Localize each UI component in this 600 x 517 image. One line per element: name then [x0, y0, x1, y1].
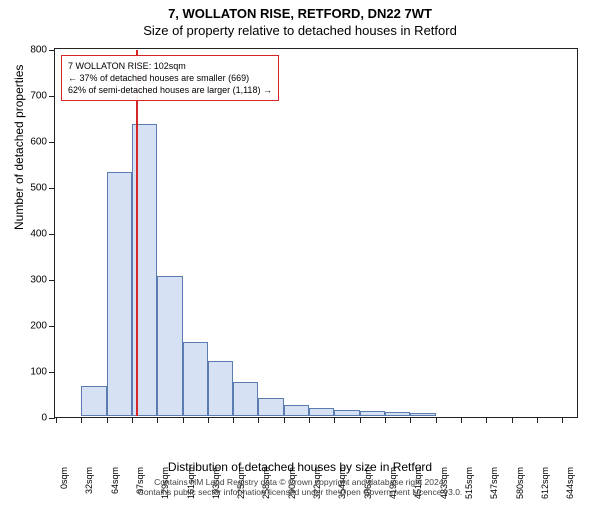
y-tick-label: 800 — [30, 45, 47, 56]
x-tick — [258, 417, 259, 423]
x-tick — [309, 417, 310, 423]
x-tick — [334, 417, 335, 423]
y-tick-label: 200 — [30, 321, 47, 332]
y-tick-label: 300 — [30, 275, 47, 286]
x-axis-label: Distribution of detached houses by size … — [0, 460, 600, 474]
x-tick — [107, 417, 108, 423]
y-tick — [49, 188, 55, 189]
histogram-bar — [309, 408, 334, 416]
y-tick-label: 400 — [30, 229, 47, 240]
histogram-bar — [233, 382, 258, 417]
y-tick — [49, 418, 55, 419]
x-tick — [562, 417, 563, 423]
x-tick — [436, 417, 437, 423]
histogram-bar — [183, 342, 208, 416]
histogram-bar — [107, 172, 132, 416]
y-tick-label: 700 — [30, 91, 47, 102]
y-tick — [49, 372, 55, 373]
x-tick — [183, 417, 184, 423]
y-tick — [49, 96, 55, 97]
histogram-bar — [81, 386, 106, 416]
y-tick-label: 0 — [41, 413, 47, 424]
x-tick — [385, 417, 386, 423]
y-tick — [49, 280, 55, 281]
x-tick — [410, 417, 411, 423]
x-tick — [512, 417, 513, 423]
y-tick-label: 600 — [30, 137, 47, 148]
footer-attribution: Contains HM Land Registry data © Crown c… — [0, 477, 600, 498]
page-title-address: 7, WOLLATON RISE, RETFORD, DN22 7WT — [0, 0, 600, 21]
x-tick — [132, 417, 133, 423]
histogram-bar — [360, 411, 385, 416]
histogram-bar — [208, 361, 233, 416]
annotation-line: 62% of semi-detached houses are larger (… — [68, 84, 272, 96]
footer-line-2: Contains public sector information licen… — [0, 487, 600, 498]
x-tick — [537, 417, 538, 423]
y-tick — [49, 326, 55, 327]
annotation-box: 7 WOLLATON RISE: 102sqm← 37% of detached… — [61, 55, 279, 101]
histogram-bar — [334, 410, 359, 416]
x-tick — [56, 417, 57, 423]
histogram-bar — [258, 398, 283, 416]
x-tick — [284, 417, 285, 423]
histogram-bar — [410, 413, 435, 416]
histogram-bar — [284, 405, 309, 417]
x-tick — [157, 417, 158, 423]
x-tick — [486, 417, 487, 423]
y-tick-label: 100 — [30, 367, 47, 378]
x-tick — [208, 417, 209, 423]
y-tick — [49, 234, 55, 235]
annotation-line: 7 WOLLATON RISE: 102sqm — [68, 60, 272, 72]
x-tick — [360, 417, 361, 423]
histogram-bar — [157, 276, 182, 416]
y-tick-label: 500 — [30, 183, 47, 194]
y-tick — [49, 50, 55, 51]
footer-line-1: Contains HM Land Registry data © Crown c… — [0, 477, 600, 488]
x-tick — [81, 417, 82, 423]
page-title-subtitle: Size of property relative to detached ho… — [0, 21, 600, 38]
histogram-plot-area: 01002003004005006007008000sqm32sqm64sqm9… — [54, 48, 578, 418]
histogram-bar — [385, 412, 410, 416]
x-tick — [461, 417, 462, 423]
chart-container: 01002003004005006007008000sqm32sqm64sqm9… — [54, 48, 578, 418]
annotation-line: ← 37% of detached houses are smaller (66… — [68, 72, 272, 84]
y-axis-label: Number of detached properties — [12, 65, 26, 230]
property-marker-line — [136, 50, 138, 416]
y-tick — [49, 142, 55, 143]
x-tick — [233, 417, 234, 423]
